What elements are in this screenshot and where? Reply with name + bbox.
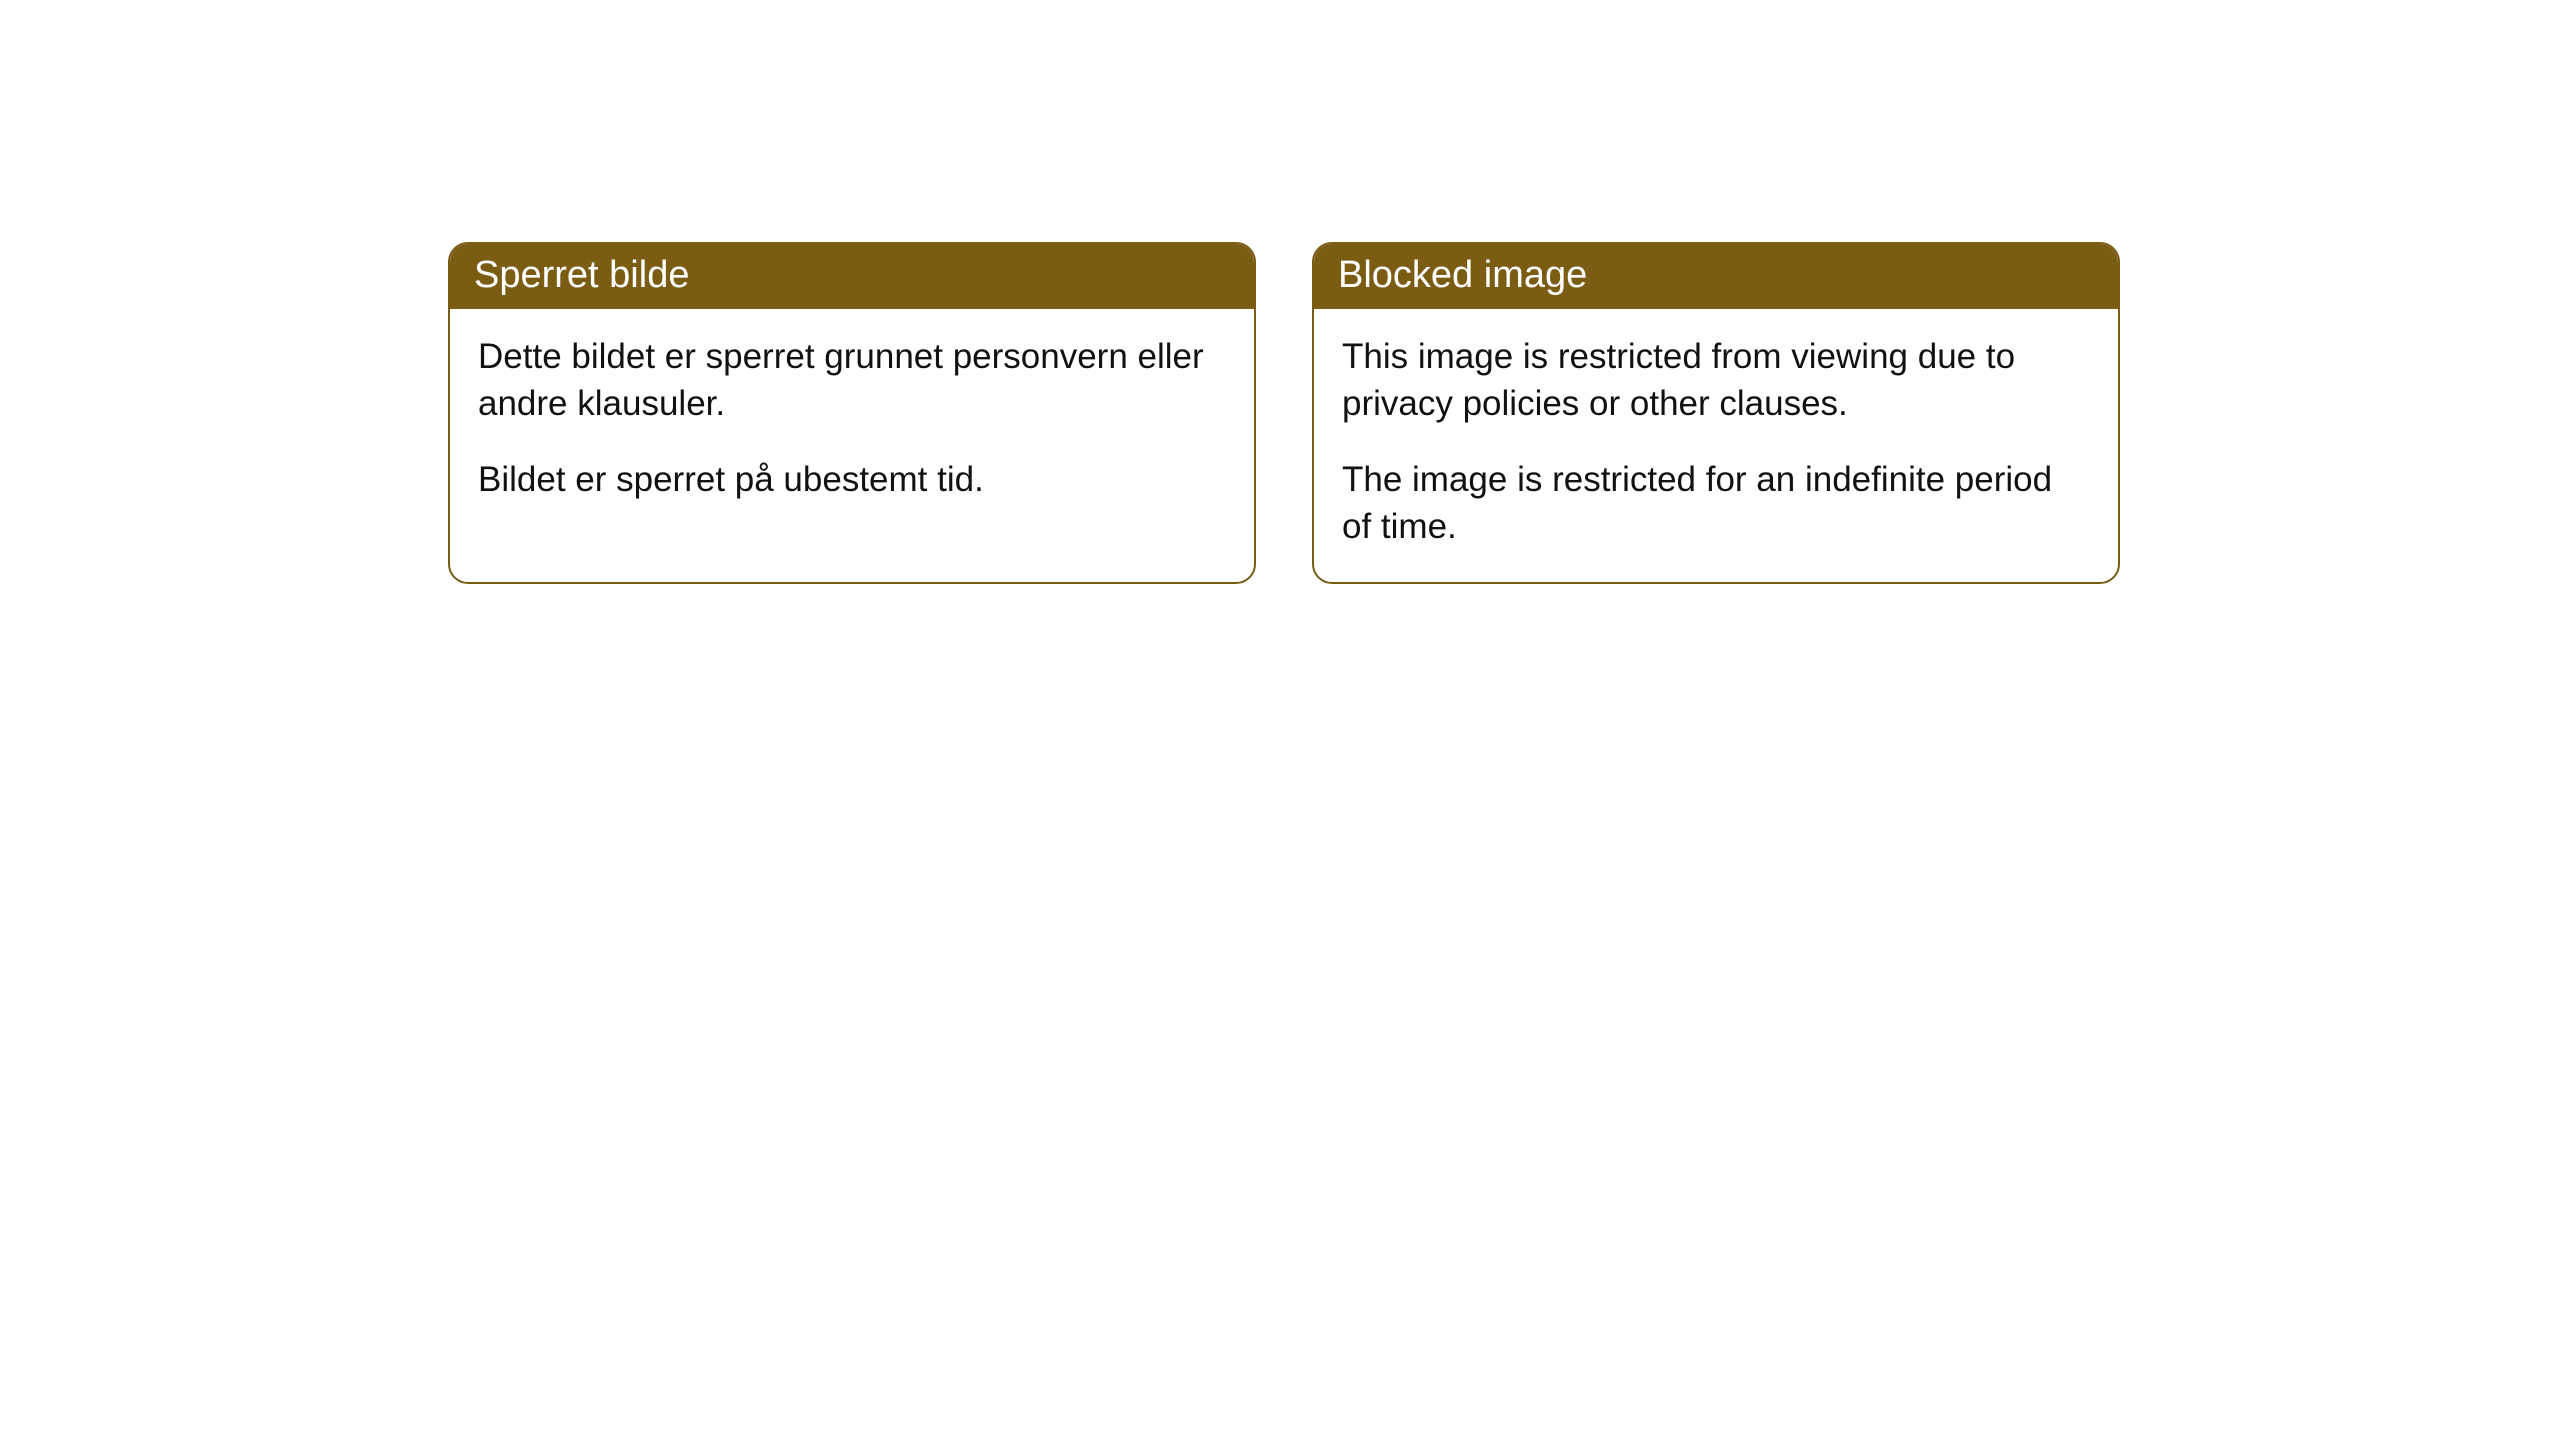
blocked-image-card-no: Sperret bilde Dette bildet er sperret gr… [448, 242, 1256, 584]
card-paragraph: Bildet er sperret på ubestemt tid. [478, 456, 1226, 503]
card-body: Dette bildet er sperret grunnet personve… [450, 309, 1254, 535]
blocked-image-card-en: Blocked image This image is restricted f… [1312, 242, 2120, 584]
card-title: Sperret bilde [474, 254, 689, 296]
card-paragraph: The image is restricted for an indefinit… [1342, 456, 2090, 551]
cards-container: Sperret bilde Dette bildet er sperret gr… [0, 0, 2560, 584]
card-header: Sperret bilde [450, 244, 1254, 309]
card-header: Blocked image [1314, 244, 2118, 309]
card-title: Blocked image [1338, 254, 1587, 296]
card-paragraph: Dette bildet er sperret grunnet personve… [478, 333, 1226, 428]
card-body: This image is restricted from viewing du… [1314, 309, 2118, 582]
card-paragraph: This image is restricted from viewing du… [1342, 333, 2090, 428]
